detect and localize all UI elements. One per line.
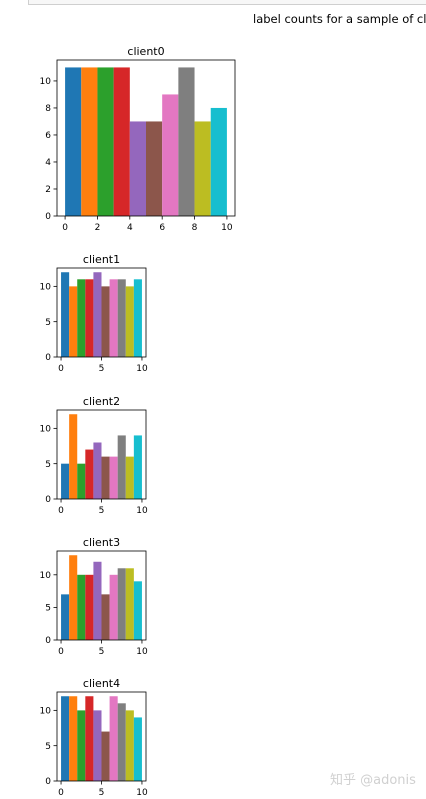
chart-bar	[97, 67, 114, 217]
x-tick-label: 10	[136, 788, 148, 798]
x-tick-label: 10	[136, 506, 148, 516]
chart-bar	[133, 279, 142, 357]
chart-bar	[117, 703, 126, 781]
chart-bar	[125, 568, 134, 640]
chart-bar	[101, 594, 110, 640]
chart-bar	[61, 272, 70, 357]
chart-bar	[194, 121, 211, 216]
y-tick-label: 10	[40, 425, 52, 435]
chart-bar	[117, 435, 126, 499]
chart-bar	[81, 67, 98, 217]
y-tick-label: 4	[45, 158, 51, 168]
x-tick-label: 2	[95, 223, 101, 233]
chart-bar	[61, 594, 70, 640]
axes-frame	[56, 59, 236, 217]
chart-bar	[93, 710, 102, 781]
chart-bar	[93, 272, 102, 357]
y-tick-label: 0	[45, 212, 51, 222]
x-tick-label: 5	[99, 506, 105, 516]
chart-bar	[93, 561, 102, 640]
watermark: 知乎 @adonis	[330, 773, 416, 788]
chart-bar	[109, 696, 118, 781]
chart-bar	[69, 414, 78, 499]
x-tick-label: 8	[192, 223, 198, 233]
chart-bar	[85, 574, 94, 640]
chart-bar	[85, 279, 94, 357]
chart-title: client0	[127, 45, 164, 58]
chart-bar	[77, 463, 86, 499]
chart-bar	[178, 67, 195, 217]
y-tick-label: 10	[40, 283, 52, 293]
x-tick-label: 6	[159, 223, 165, 233]
chart-bar	[69, 696, 78, 781]
y-tick-label: 0	[45, 636, 51, 646]
chart-title: client4	[83, 677, 120, 690]
y-tick-label: 5	[45, 604, 51, 614]
chart-bar	[101, 286, 110, 357]
chart-bar	[125, 456, 134, 499]
chart-bar	[117, 568, 126, 640]
y-tick-label: 0	[45, 495, 51, 505]
chart-bar	[125, 710, 134, 781]
x-tick-label: 5	[99, 364, 105, 374]
y-tick-label: 0	[45, 777, 51, 787]
chart-bar	[101, 456, 110, 499]
x-tick-label: 0	[58, 506, 64, 516]
chart-bar	[129, 121, 146, 216]
x-tick-label: 0	[58, 788, 64, 798]
x-tick-label: 4	[127, 223, 133, 233]
y-tick-label: 2	[45, 185, 51, 195]
chart-bar	[125, 286, 134, 357]
chart-bar	[109, 574, 118, 640]
y-tick-label: 8	[45, 104, 51, 114]
chart-bar	[133, 435, 142, 499]
chart-title: client3	[83, 536, 120, 549]
chart-bar	[77, 574, 86, 640]
chart-bar	[69, 286, 78, 357]
chart-title: client2	[83, 395, 120, 408]
y-tick-label: 5	[45, 318, 51, 328]
cell-output-border	[28, 0, 426, 5]
chart-bar	[61, 463, 70, 499]
y-tick-label: 5	[45, 460, 51, 470]
y-tick-label: 5	[45, 742, 51, 752]
x-tick-label: 10	[221, 223, 233, 233]
y-tick-label: 0	[45, 353, 51, 363]
chart-bar	[85, 449, 94, 499]
y-tick-label: 10	[40, 77, 52, 87]
chart-bar	[77, 279, 86, 357]
chart-bar	[93, 442, 102, 499]
x-tick-label: 10	[136, 647, 148, 657]
chart-bar	[113, 67, 130, 217]
figure-suptitle: label counts for a sample of clie	[253, 12, 426, 26]
chart-bar	[146, 121, 163, 216]
chart-bar	[85, 696, 94, 781]
x-tick-label: 0	[58, 364, 64, 374]
y-tick-label: 10	[40, 707, 52, 717]
chart-title: client1	[83, 253, 120, 266]
chart-bar	[77, 710, 86, 781]
chart-bar	[69, 555, 78, 640]
chart-bar	[109, 456, 118, 499]
y-tick-label: 10	[40, 571, 52, 581]
chart-bar	[162, 94, 179, 216]
chart-bar	[210, 107, 227, 216]
x-tick-label: 10	[136, 364, 148, 374]
chart-bar	[133, 717, 142, 781]
chart-bar	[117, 279, 126, 357]
chart-bar	[109, 279, 118, 357]
chart-bar	[133, 581, 142, 640]
chart-bar	[61, 696, 70, 781]
x-tick-label: 5	[99, 788, 105, 798]
chart-bar	[101, 731, 110, 781]
y-tick-label: 6	[45, 131, 51, 141]
chart-bar	[65, 67, 82, 217]
x-tick-label: 0	[58, 647, 64, 657]
x-tick-label: 5	[99, 647, 105, 657]
x-tick-label: 0	[62, 223, 68, 233]
